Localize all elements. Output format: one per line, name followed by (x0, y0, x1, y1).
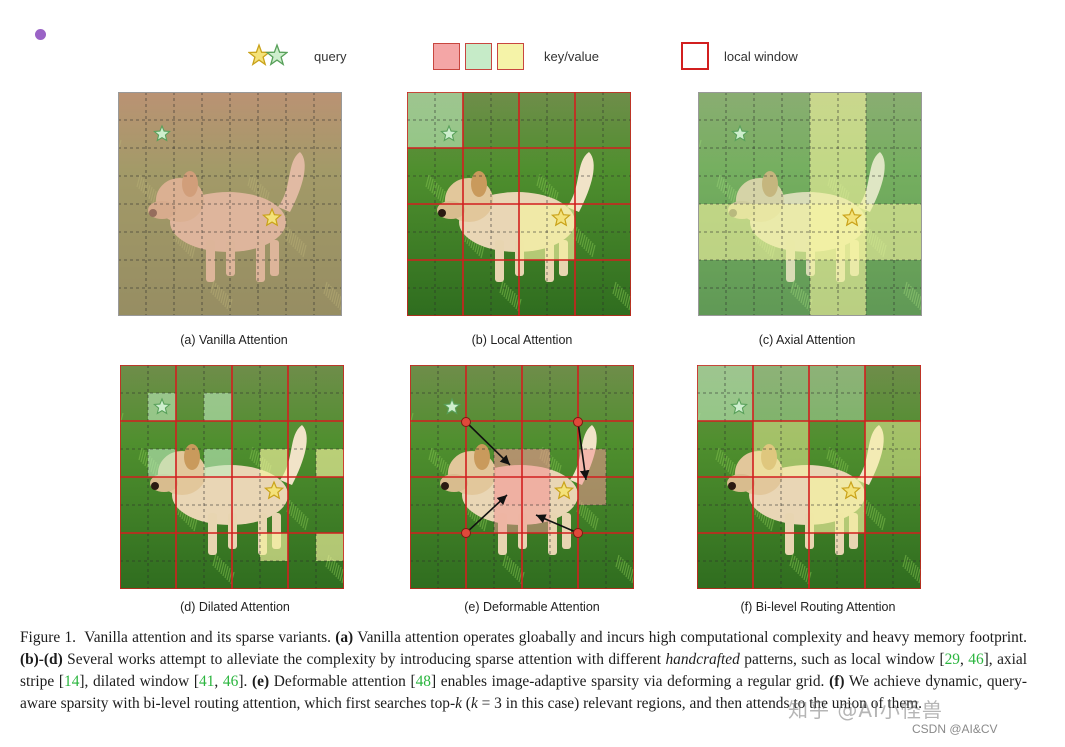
panel-deformable-attention (410, 365, 634, 589)
caption-handcrafted: handcrafted (665, 651, 740, 668)
panel-illustration (697, 365, 921, 589)
panel-illustration (410, 365, 634, 589)
zhihu-watermark: 知乎 @AI小怪兽 (788, 698, 943, 722)
yellow-swatch (497, 42, 524, 70)
caption-s6: ], dilated window [ (79, 673, 199, 690)
caption-s8: Deformable attention [ (273, 673, 416, 690)
caption-tag-a: (a) (335, 629, 354, 646)
caption-label: Figure 1. (20, 629, 77, 646)
panel-dilated-attention (120, 365, 344, 589)
caption-f: (f) Bi-level Routing Attention (740, 600, 896, 614)
caption-s4: patterns, such as local window [ (744, 651, 945, 668)
csdn-watermark: CSDN @AI&CV (912, 722, 998, 736)
green-swatch (465, 42, 492, 70)
bullet-dot (35, 29, 46, 40)
query-stars-icon (248, 43, 288, 66)
panel-illustration (407, 92, 631, 316)
panel-illustration (118, 92, 342, 316)
ref-14-link[interactable]: 14 (64, 673, 80, 690)
caption-tag-bd: (b)-(d) (20, 651, 63, 668)
panel-bilevel-routing-attention (697, 365, 921, 589)
query-yellow-star-icon (841, 207, 863, 227)
query-yellow-star-icon (263, 480, 285, 500)
caption-s5: ], axial stripe [ (20, 651, 1027, 690)
legend-keyvalue-label: key/value (544, 48, 599, 64)
legend-keyvalue: key/value (433, 40, 599, 72)
query-green-star-icon (443, 397, 461, 415)
caption-e: (e) Deformable Attention (464, 600, 600, 614)
panel-vanilla-attention (118, 92, 342, 316)
caption-s3: Several works attempt to alleviate the c… (67, 651, 662, 668)
query-green-star-icon (731, 124, 749, 142)
query-yellow-star-icon (550, 207, 572, 227)
query-green-star-icon (153, 124, 171, 142)
legend-query: query (248, 40, 347, 72)
ref-46b-link[interactable]: 46 (222, 673, 239, 690)
caption-s7: ]. (238, 673, 248, 690)
caption-c: (c) Axial Attention (758, 333, 856, 347)
query-yellow-star-icon (840, 480, 862, 500)
legend-query-label: query (314, 48, 347, 64)
panel-illustration (120, 365, 344, 589)
caption-s10: We achieve dynamic, query-aware sparsity… (20, 673, 1028, 712)
query-green-star-icon (153, 397, 171, 415)
query-green-star-icon (440, 124, 458, 142)
ref-41-link[interactable]: 41 (199, 673, 215, 690)
legend-window-label: local window (724, 48, 798, 64)
red-swatch (433, 42, 460, 70)
query-green-star-icon (730, 397, 748, 415)
ref-29-link[interactable]: 29 (944, 651, 960, 668)
figure-caption: Figure 1. Vanilla attention and its spar… (20, 629, 1028, 712)
caption-s2: Vanilla attention operates gloabally and… (357, 629, 1027, 646)
panel-local-attention (407, 92, 631, 316)
caption-d: (d) Dilated Attention (180, 600, 290, 614)
caption-tag-e: (e) (251, 673, 270, 690)
panel-axial-attention (698, 92, 922, 316)
panel-illustration (698, 92, 922, 316)
ref-46-link[interactable]: 46 (968, 651, 984, 668)
caption-tag-f: (f) (829, 673, 845, 690)
caption-b: (b) Local Attention (471, 333, 573, 347)
caption-s12: = 3 in this case) relevant regions, and … (481, 695, 923, 712)
caption-s9: ] enables image-adaptive sparsity via de… (430, 673, 825, 690)
window-swatch (681, 42, 709, 70)
caption-a: (a) Vanilla Attention (180, 333, 288, 347)
caption-s1: Vanilla attention and its sparse variant… (84, 629, 331, 646)
query-yellow-star-icon (553, 480, 575, 500)
caption-s11: ( (465, 695, 471, 712)
caption-k: k (455, 695, 462, 712)
legend-window: local window (681, 40, 798, 72)
ref-48-link[interactable]: 48 (415, 673, 431, 690)
query-yellow-star-icon (261, 207, 283, 227)
caption-k2: k (470, 695, 478, 712)
